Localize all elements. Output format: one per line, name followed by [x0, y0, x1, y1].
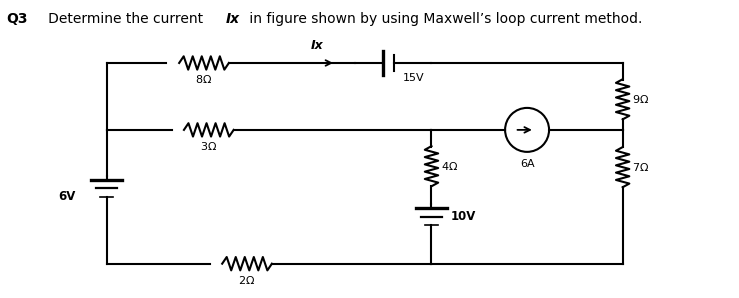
Text: 7$\Omega$: 7$\Omega$: [632, 161, 650, 173]
Text: 10V: 10V: [451, 210, 476, 224]
Text: Q3: Q3: [6, 12, 27, 26]
Text: Determine the current: Determine the current: [35, 12, 208, 26]
Text: 9$\Omega$: 9$\Omega$: [632, 93, 650, 105]
Text: in figure shown by using Maxwell’s loop current method.: in figure shown by using Maxwell’s loop …: [245, 12, 642, 26]
Text: Ix: Ix: [226, 12, 240, 26]
Text: 6A: 6A: [520, 159, 534, 169]
Text: Ix: Ix: [310, 38, 323, 52]
Text: 3$\Omega$: 3$\Omega$: [200, 140, 217, 152]
Text: 4$\Omega$: 4$\Omega$: [441, 160, 458, 172]
Text: 6V: 6V: [58, 190, 76, 203]
Text: 2$\Omega$: 2$\Omega$: [239, 274, 256, 286]
Text: 15V: 15V: [403, 74, 424, 83]
Text: 8$\Omega$: 8$\Omega$: [196, 74, 213, 86]
